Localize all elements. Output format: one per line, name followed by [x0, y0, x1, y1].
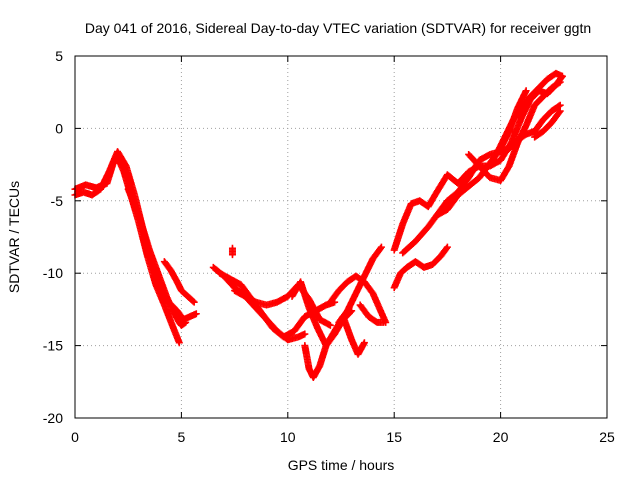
- y-tick-label: -10: [43, 265, 63, 281]
- y-tick-label: -5: [51, 193, 64, 209]
- data-point-marker: [555, 108, 563, 116]
- axis-ticks: 0 5 10 15 20 25 -20 -15 -10 -5 0 5: [43, 48, 615, 445]
- x-tick-label: 10: [280, 429, 296, 445]
- data-point-marker: [558, 72, 566, 80]
- x-tick-label: 15: [386, 429, 402, 445]
- y-tick-label: 0: [55, 120, 63, 136]
- data-point-marker: [522, 87, 530, 95]
- x-tick-label: 0: [71, 429, 79, 445]
- data-point-marker: [301, 330, 309, 338]
- data-point-marker: [360, 339, 368, 347]
- data-point-marker: [189, 297, 197, 305]
- series-track-s: [531, 107, 564, 141]
- series-track-r: [492, 69, 566, 158]
- chart-title: Day 041 of 2016, Sidereal Day-to-day VTE…: [85, 20, 591, 36]
- grid-lines: [75, 56, 607, 418]
- plot-frame: [74, 55, 608, 419]
- x-tick-label: 20: [493, 429, 509, 445]
- series-track-q: [465, 78, 564, 185]
- data-points: [71, 69, 566, 381]
- data-point-marker: [192, 310, 200, 318]
- series-track-c: [124, 185, 190, 329]
- data-point-marker: [443, 243, 451, 251]
- y-axis-label: SDTVAR / TECUs: [6, 181, 22, 293]
- data-point-marker: [556, 78, 564, 86]
- data-point-marker: [442, 244, 450, 252]
- isolated-point: [228, 244, 236, 259]
- y-tick-label: -20: [43, 410, 63, 426]
- series-track-m: [390, 243, 451, 292]
- series-track-d: [160, 258, 198, 306]
- x-axis-label: GPS time / hours: [288, 457, 395, 473]
- data-point-marker: [380, 318, 388, 326]
- y-tick-label: 5: [55, 48, 63, 64]
- x-tick-label: 5: [178, 429, 186, 445]
- series-track-i: [301, 313, 368, 381]
- data-point-marker: [376, 244, 384, 252]
- data-point-marker: [556, 107, 564, 115]
- y-tick-label: -15: [43, 338, 63, 354]
- series-track-k: [335, 243, 385, 326]
- series-track-l: [356, 301, 388, 326]
- data-point-marker: [175, 339, 183, 347]
- data-point-marker: [555, 79, 563, 87]
- data-point-marker: [555, 102, 563, 110]
- data-point-marker: [228, 251, 236, 259]
- data-point-marker: [182, 318, 190, 326]
- data-point-marker: [326, 321, 334, 329]
- data-point-marker: [377, 243, 385, 251]
- x-tick-label: 25: [599, 429, 615, 445]
- data-point-marker: [190, 298, 198, 306]
